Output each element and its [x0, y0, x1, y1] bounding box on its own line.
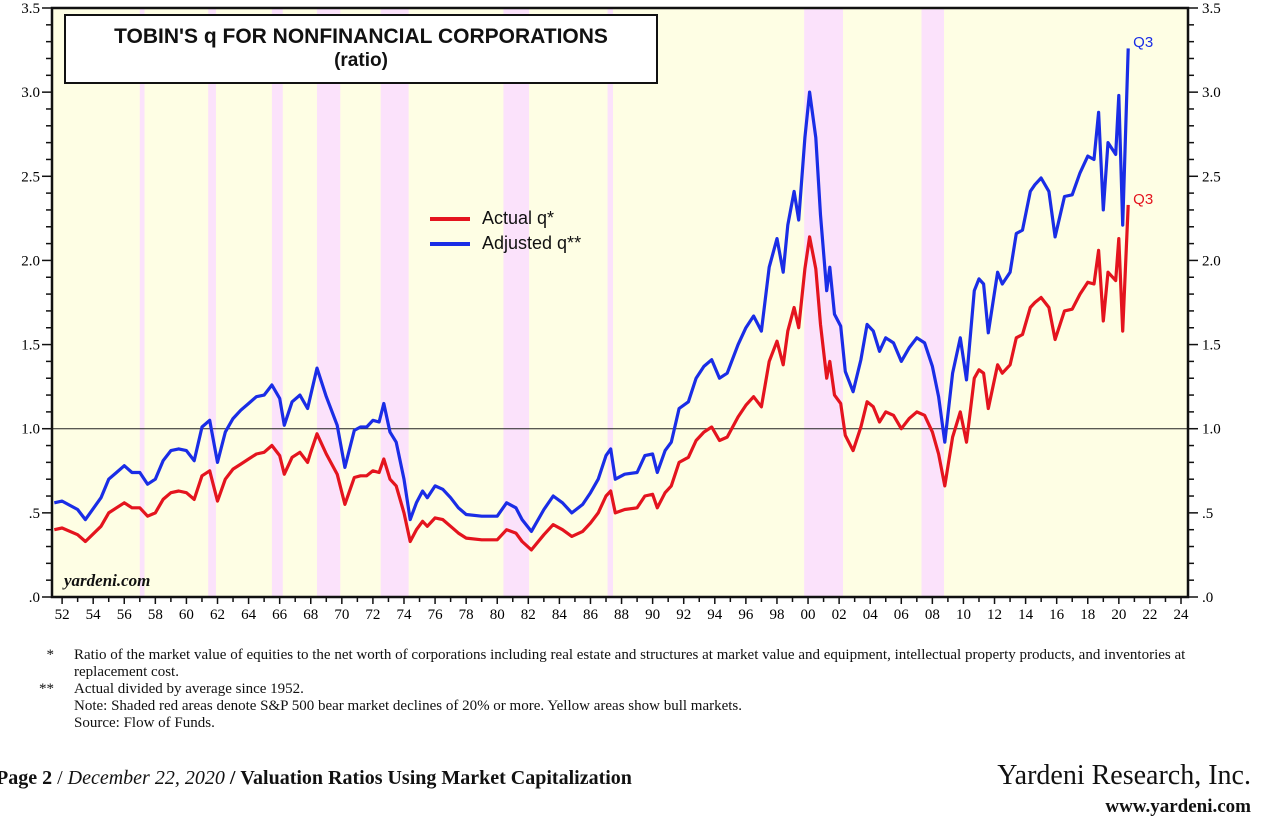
footnote: * Ratio of the market value of equities t…: [20, 647, 1194, 681]
chart-title-box: TOBIN'S q FOR NONFINANCIAL CORPORATIONS …: [64, 14, 658, 84]
x-tick-label: 98: [769, 607, 784, 623]
x-tick-label: 66: [272, 607, 288, 623]
legend-label-adjusted: Adjusted q**: [482, 233, 582, 253]
footnote-mark: [20, 715, 74, 732]
y-tick-label-right: 3.5: [1202, 1, 1221, 17]
x-tick-label: 18: [1080, 607, 1095, 623]
x-tick-label: 14: [1018, 607, 1034, 623]
footnote-mark: **: [39, 681, 54, 697]
legend-item-adjusted: Adjusted q**: [430, 231, 581, 256]
x-tick-label: 60: [179, 607, 194, 623]
footnote: Source: Flow of Funds.: [20, 715, 1194, 732]
y-tick-label-right: .0: [1202, 590, 1213, 606]
x-tick-label: 06: [894, 607, 910, 623]
y-tick-label-left: 3.5: [21, 1, 40, 17]
x-tick-label: 96: [738, 607, 754, 623]
bear-market-band: [921, 8, 945, 597]
footnote-mark: [20, 698, 74, 715]
x-tick-label: 80: [490, 607, 505, 623]
x-tick-label: 68: [303, 607, 318, 623]
x-tick-label: 12: [987, 607, 1002, 623]
x-tick-label: 82: [521, 607, 536, 623]
y-tick-label-left: 1.5: [21, 338, 40, 354]
footnotes: * Ratio of the market value of equities t…: [20, 647, 1194, 732]
y-tick-label-right: .5: [1202, 506, 1213, 522]
bear-market-band: [271, 8, 283, 597]
end-label-actual: Q3: [1133, 190, 1154, 208]
footnote-text: Ratio of the market value of equities to…: [74, 647, 1186, 680]
x-tick-label: 58: [148, 607, 163, 623]
footnote-mark: *: [46, 647, 55, 663]
x-tick-label: 02: [832, 607, 847, 623]
footnote-text: Actual divided by average since 1952.: [74, 681, 304, 697]
footnote: Note: Shaded red areas denote S&P 500 be…: [20, 698, 1194, 715]
report-title: Valuation Ratios Using Market Capitaliza…: [240, 767, 632, 789]
bear-market-band: [139, 8, 145, 597]
y-tick-label-left: .5: [29, 506, 40, 522]
footer-page-info: Page 2 / December 22, 2020 / Valuation R…: [0, 767, 632, 790]
end-label-adjusted: Q3: [1133, 34, 1154, 52]
bear-market-band: [208, 8, 216, 597]
bear-market-band: [607, 8, 614, 597]
x-tick-label: 72: [365, 607, 380, 623]
y-tick-label-right: 3.0: [1202, 85, 1221, 101]
chart-title: TOBIN'S q FOR NONFINANCIAL CORPORATIONS: [114, 25, 608, 48]
x-tick-label: 16: [1049, 607, 1065, 623]
chart-canvas: .0 .0 .5 .5 1.0 1.0 1.5 1.5 2.0 2.0 2.5 2.5 3.0 3.0 3.…: [21, 1, 1221, 623]
watermark: yardeni.com: [64, 571, 151, 590]
x-tick-label: 04: [863, 607, 879, 623]
x-tick-label: 56: [117, 607, 133, 623]
y-tick-label-right: 2.0: [1202, 253, 1221, 269]
x-tick-label: 52: [55, 607, 70, 623]
y-tick-label-left: .0: [29, 590, 40, 606]
legend-item-actual: Actual q*: [430, 206, 581, 231]
y-tick-label-left: 1.0: [21, 422, 40, 438]
x-tick-label: 76: [428, 607, 444, 623]
x-tick-label: 94: [707, 607, 723, 623]
y-tick-label-left: 2.5: [21, 169, 40, 185]
chart-subtitle: (ratio): [334, 50, 388, 71]
y-tick-label-right: 1.5: [1202, 338, 1221, 354]
x-tick-label: 08: [925, 607, 940, 623]
x-tick-label: 20: [1111, 607, 1126, 623]
x-tick-label: 78: [459, 607, 474, 623]
x-tick-label: 62: [210, 607, 225, 623]
x-tick-label: 88: [614, 607, 629, 623]
y-tick-label-right: 2.5: [1202, 169, 1221, 185]
footnote-text: Source: Flow of Funds.: [74, 715, 215, 731]
bear-market-band: [316, 8, 341, 597]
y-tick-label-left: 3.0: [21, 85, 40, 101]
y-tick-label-right: 1.0: [1202, 422, 1221, 438]
x-tick-label: 10: [956, 607, 971, 623]
x-tick-label: 22: [1142, 607, 1157, 623]
x-tick-label: 74: [396, 607, 412, 623]
plot-background-bull: [52, 8, 1188, 597]
x-tick-label: 00: [801, 607, 816, 623]
footnote: ** Actual divided by average since 1952.: [20, 681, 1194, 698]
legend-swatch-actual: [430, 216, 470, 221]
legend-label-actual: Actual q*: [482, 208, 555, 228]
company-url: www.yardeni.com: [1105, 796, 1251, 817]
x-tick-label: 86: [583, 607, 599, 623]
bear-market-band: [380, 8, 409, 597]
x-tick-label: 64: [241, 607, 257, 623]
y-tick-label-left: 2.0: [21, 253, 40, 269]
footnote-text: Note: Shaded red areas denote S&P 500 be…: [74, 698, 743, 714]
bear-market-band: [503, 8, 530, 597]
legend-swatch-adjusted: [430, 241, 470, 246]
page-number: Page 2: [0, 767, 53, 789]
x-tick-label: 92: [676, 607, 691, 623]
x-tick-label: 24: [1174, 607, 1190, 623]
x-tick-label: 84: [552, 607, 568, 623]
company-name: Yardeni Research, Inc.: [997, 760, 1251, 791]
report-date: December 22, 2020: [67, 767, 225, 789]
x-tick-label: 90: [645, 607, 660, 623]
x-tick-label: 54: [86, 607, 102, 623]
plot-frame: [50, 6, 1190, 599]
legend: Actual q* Adjusted q**: [430, 206, 581, 256]
x-tick-label: 70: [334, 607, 349, 623]
